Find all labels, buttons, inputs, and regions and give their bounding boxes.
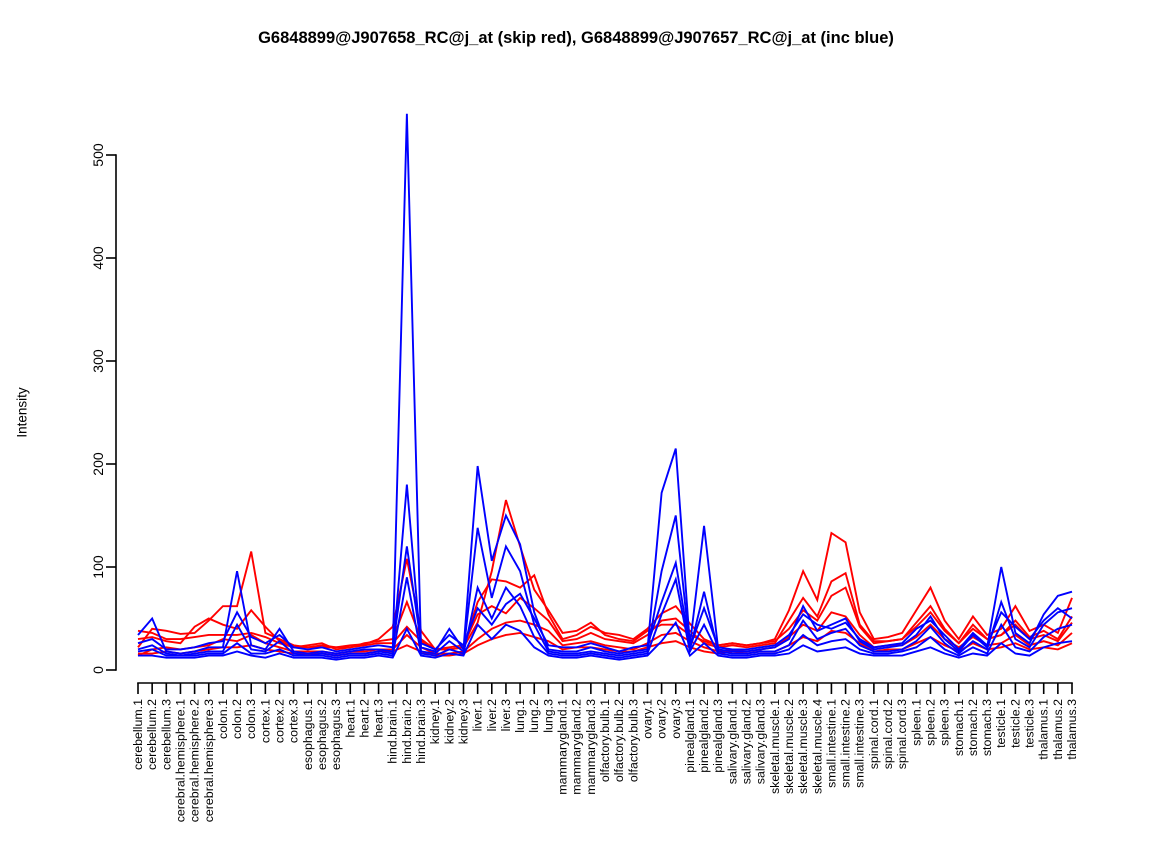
x-tick-label: cerebral.hemisphere.3: [202, 699, 216, 822]
y-tick-label: 100: [90, 555, 106, 579]
x-tick-label: olfactory.bulb.3: [626, 699, 640, 782]
x-tick-label: salivary.gland.1: [725, 699, 739, 784]
x-tick-label: pinealgland.2: [697, 699, 711, 773]
x-tick-label: small.intestine.2: [839, 699, 853, 788]
y-tick-label: 200: [90, 452, 106, 476]
x-tick-label: heart.2: [357, 699, 371, 738]
x-tick-label: esophagus.1: [301, 699, 315, 770]
x-tick-label: pinealgland.1: [683, 699, 697, 773]
x-tick-label: small.intestine.3: [853, 699, 867, 788]
x-tick-label: testicle.3: [1023, 699, 1037, 748]
series-line: [137, 531, 1073, 651]
x-tick-label: cerebellum.2: [145, 699, 159, 770]
x-tick-label: esophagus.3: [329, 699, 343, 770]
x-tick-label: salivary.gland.2: [740, 699, 754, 784]
x-tick-label: spleen.2: [923, 699, 937, 746]
x-tick-label: hind.brain.3: [414, 699, 428, 764]
y-axis-title: Intensity: [15, 387, 30, 438]
x-tick-labels: cerebellum.1 cerebellum.2 cerebellum.3 cere…: [131, 699, 1079, 822]
x-tick-label: ovary.3: [669, 699, 683, 739]
x-tick-label: heart.3: [372, 699, 386, 738]
series-line: [137, 113, 1073, 655]
x-tick-label: skeletal.muscle.4: [810, 699, 824, 794]
page-title: G6848899@J907658_RC@j_at (skip red), G68…: [258, 29, 894, 47]
y-axis-label: Intensity: [15, 387, 30, 438]
x-tick-label: stomach.2: [966, 699, 980, 756]
x-tick-label: spinal.cord.1: [867, 699, 881, 769]
x-tick-label: colon.2: [230, 699, 244, 739]
x-tick-label: colon.3: [244, 699, 258, 739]
x-tick-label: spleen.1: [909, 699, 923, 746]
x-tick-label: kidney.2: [442, 699, 456, 744]
x-tick-label: mammarygland.1: [556, 699, 570, 795]
x-tick-label: liver.2: [485, 699, 499, 731]
x-tick-label: skeletal.muscle.3: [796, 699, 810, 794]
x-tick-label: cerebral.hemisphere.1: [173, 699, 187, 822]
x-tick-label: skeletal.muscle.1: [768, 699, 782, 794]
x-tick-label: testicle.1: [994, 699, 1008, 748]
x-tick-label: liver.3: [499, 699, 513, 731]
x-tick-label: kidney.1: [428, 699, 442, 744]
series-line: [137, 546, 1073, 653]
x-tick-label: colon.1: [216, 699, 230, 739]
x-tick-label: heart.1: [343, 699, 357, 738]
x-tick-label: hind.brain.2: [400, 699, 414, 764]
x-tick-label: lung.1: [513, 699, 527, 733]
x-tick-label: cortex.1: [258, 699, 272, 743]
x-tick-label: cerebral.hemisphere.2: [188, 699, 202, 822]
x-tick-label: hind.brain.1: [386, 699, 400, 764]
x-tick-label: esophagus.2: [315, 699, 329, 770]
x-tick-label: lung.2: [527, 699, 541, 733]
y-tick-label: 500: [90, 143, 106, 167]
x-tick-label: stomach.3: [980, 699, 994, 756]
x-tick-label: stomach.1: [952, 699, 966, 756]
y-axis: 0 100 200 300 400 500: [90, 143, 117, 674]
x-tick-label: testicle.2: [1008, 699, 1022, 748]
x-tick-label: spleen.3: [938, 699, 952, 746]
y-tick-label: 400: [90, 246, 106, 270]
x-tick-label: pinealgland.3: [711, 699, 725, 773]
x-tick-label: thalamus.1: [1037, 699, 1051, 760]
x-tick-label: spinal.cord.3: [895, 699, 909, 769]
x-tick-label: thalamus.3: [1065, 699, 1079, 760]
x-tick-label: mammarygland.2: [570, 699, 584, 795]
x-tick-label: olfactory.bulb.1: [598, 699, 612, 782]
x-tick-label: cortex.2: [273, 699, 287, 743]
x-tick-label: ovary.2: [655, 699, 669, 739]
x-axis: [137, 682, 1073, 694]
x-tick-label: lung.3: [541, 699, 555, 733]
x-tick-label: liver.1: [471, 699, 485, 731]
x-tick-label: cerebellum.1: [131, 699, 145, 770]
x-tick-label: cortex.3: [287, 699, 301, 743]
series-line: [138, 620, 1073, 661]
x-tick-label: ovary.1: [640, 699, 654, 739]
y-tick-label: 300: [90, 349, 106, 373]
x-tick-label: cerebellum.3: [159, 699, 173, 770]
x-tick-label: spinal.cord.2: [881, 699, 895, 769]
x-tick-label: olfactory.bulb.2: [612, 699, 626, 782]
series-line: [137, 576, 1073, 659]
x-tick-label: skeletal.muscle.2: [782, 699, 796, 794]
series-line: [137, 484, 1073, 657]
y-tick-label: 0: [90, 666, 106, 674]
x-tick-label: kidney.3: [456, 699, 470, 744]
x-tick-label: mammarygland.3: [584, 699, 598, 795]
series-lines: [137, 113, 1073, 661]
x-tick-label: thalamus.2: [1051, 699, 1065, 760]
x-tick-label: salivary.gland.3: [754, 699, 768, 784]
x-tick-label: small.intestine.1: [824, 699, 838, 788]
